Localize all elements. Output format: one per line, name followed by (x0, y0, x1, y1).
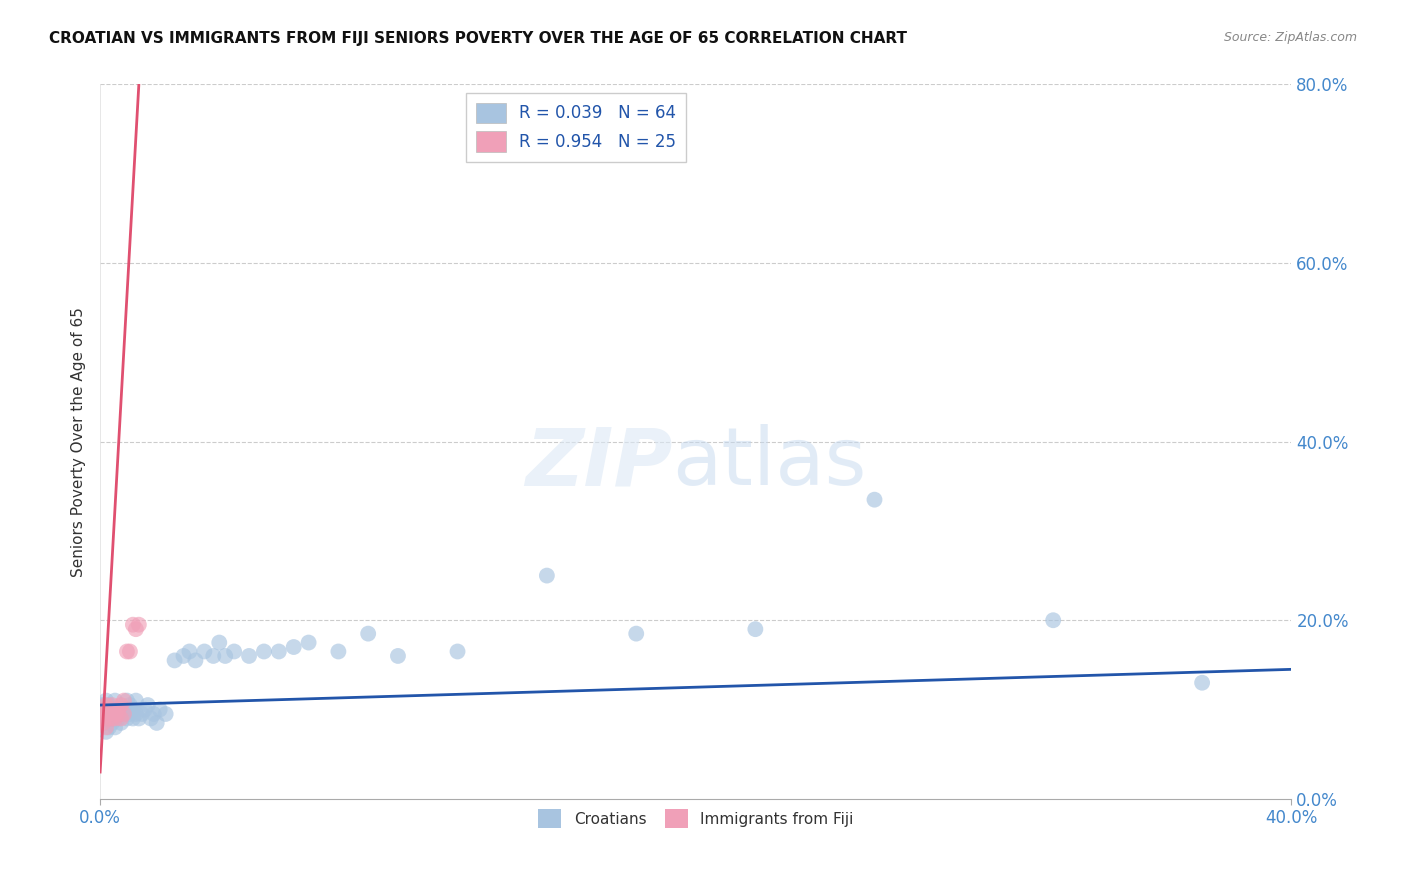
Point (90, 711, 112, 725)
Point (91, 698, 114, 712)
Point (104, 711, 127, 725)
Point (107, 702, 129, 716)
Point (115, 711, 138, 725)
Point (94, 693, 117, 707)
Point (744, 622, 766, 636)
Point (112, 693, 135, 707)
Point (110, 715, 132, 730)
Point (97, 706, 120, 721)
Point (125, 622, 148, 636)
Point (163, 653, 186, 667)
Point (101, 698, 124, 712)
Point (1042, 613, 1064, 627)
Point (863, 492, 886, 507)
Y-axis label: Seniors Poverty Over the Age of 65: Seniors Poverty Over the Age of 65 (72, 307, 86, 576)
Point (128, 617, 150, 632)
Point (224, 644, 246, 658)
Point (142, 706, 165, 721)
Point (94, 706, 117, 721)
Point (104, 706, 127, 721)
Point (98, 706, 121, 721)
Point (253, 644, 276, 658)
Point (112, 702, 135, 716)
Point (101, 711, 124, 725)
Point (179, 644, 201, 658)
Point (125, 706, 148, 721)
Point (110, 711, 132, 725)
Point (122, 617, 145, 632)
Point (536, 568, 558, 582)
Text: atlas: atlas (672, 424, 866, 502)
Point (93, 702, 115, 716)
Point (94, 711, 117, 725)
Point (149, 702, 172, 716)
Point (128, 711, 150, 725)
Point (139, 711, 162, 725)
Point (155, 706, 177, 721)
Point (283, 640, 305, 654)
Point (115, 644, 138, 658)
Point (202, 648, 225, 663)
Point (122, 702, 145, 716)
Point (173, 648, 195, 663)
Point (112, 706, 135, 721)
Point (91, 715, 114, 730)
Point (131, 706, 153, 721)
Point (110, 706, 132, 721)
Point (184, 653, 207, 667)
Point (193, 644, 215, 658)
Point (145, 715, 167, 730)
Point (94, 720, 117, 734)
Text: Source: ZipAtlas.com: Source: ZipAtlas.com (1223, 31, 1357, 45)
Point (118, 698, 141, 712)
Point (110, 698, 132, 712)
Point (101, 715, 124, 730)
Point (134, 702, 156, 716)
Point (91, 706, 114, 721)
Point (238, 648, 260, 663)
Point (107, 702, 129, 716)
Point (104, 693, 127, 707)
Point (93, 702, 115, 716)
Point (101, 711, 124, 725)
Point (118, 706, 141, 721)
Point (125, 693, 148, 707)
Point (446, 644, 468, 658)
Point (118, 644, 141, 658)
Point (107, 711, 129, 725)
Point (267, 644, 290, 658)
Point (98, 698, 121, 712)
Point (122, 711, 145, 725)
Point (98, 720, 121, 734)
Point (1191, 675, 1213, 690)
Point (208, 635, 231, 649)
Point (98, 702, 121, 716)
Legend: Croatians, Immigrants from Fiji: Croatians, Immigrants from Fiji (533, 803, 859, 834)
Point (107, 706, 129, 721)
Point (297, 635, 319, 649)
Point (626, 626, 648, 640)
Point (387, 648, 409, 663)
Point (104, 720, 127, 734)
Point (328, 644, 350, 658)
Point (98, 706, 121, 721)
Point (104, 706, 127, 721)
Point (136, 698, 159, 712)
Point (93, 715, 115, 730)
Point (115, 693, 138, 707)
Text: CROATIAN VS IMMIGRANTS FROM FIJI SENIORS POVERTY OVER THE AGE OF 65 CORRELATION : CROATIAN VS IMMIGRANTS FROM FIJI SENIORS… (49, 31, 907, 46)
Point (98, 711, 121, 725)
Point (214, 648, 236, 663)
Text: ZIP: ZIP (524, 424, 672, 502)
Point (357, 626, 380, 640)
Point (91, 706, 114, 721)
Point (112, 706, 135, 721)
Point (94, 698, 117, 712)
Point (101, 702, 124, 716)
Point (94, 724, 117, 739)
